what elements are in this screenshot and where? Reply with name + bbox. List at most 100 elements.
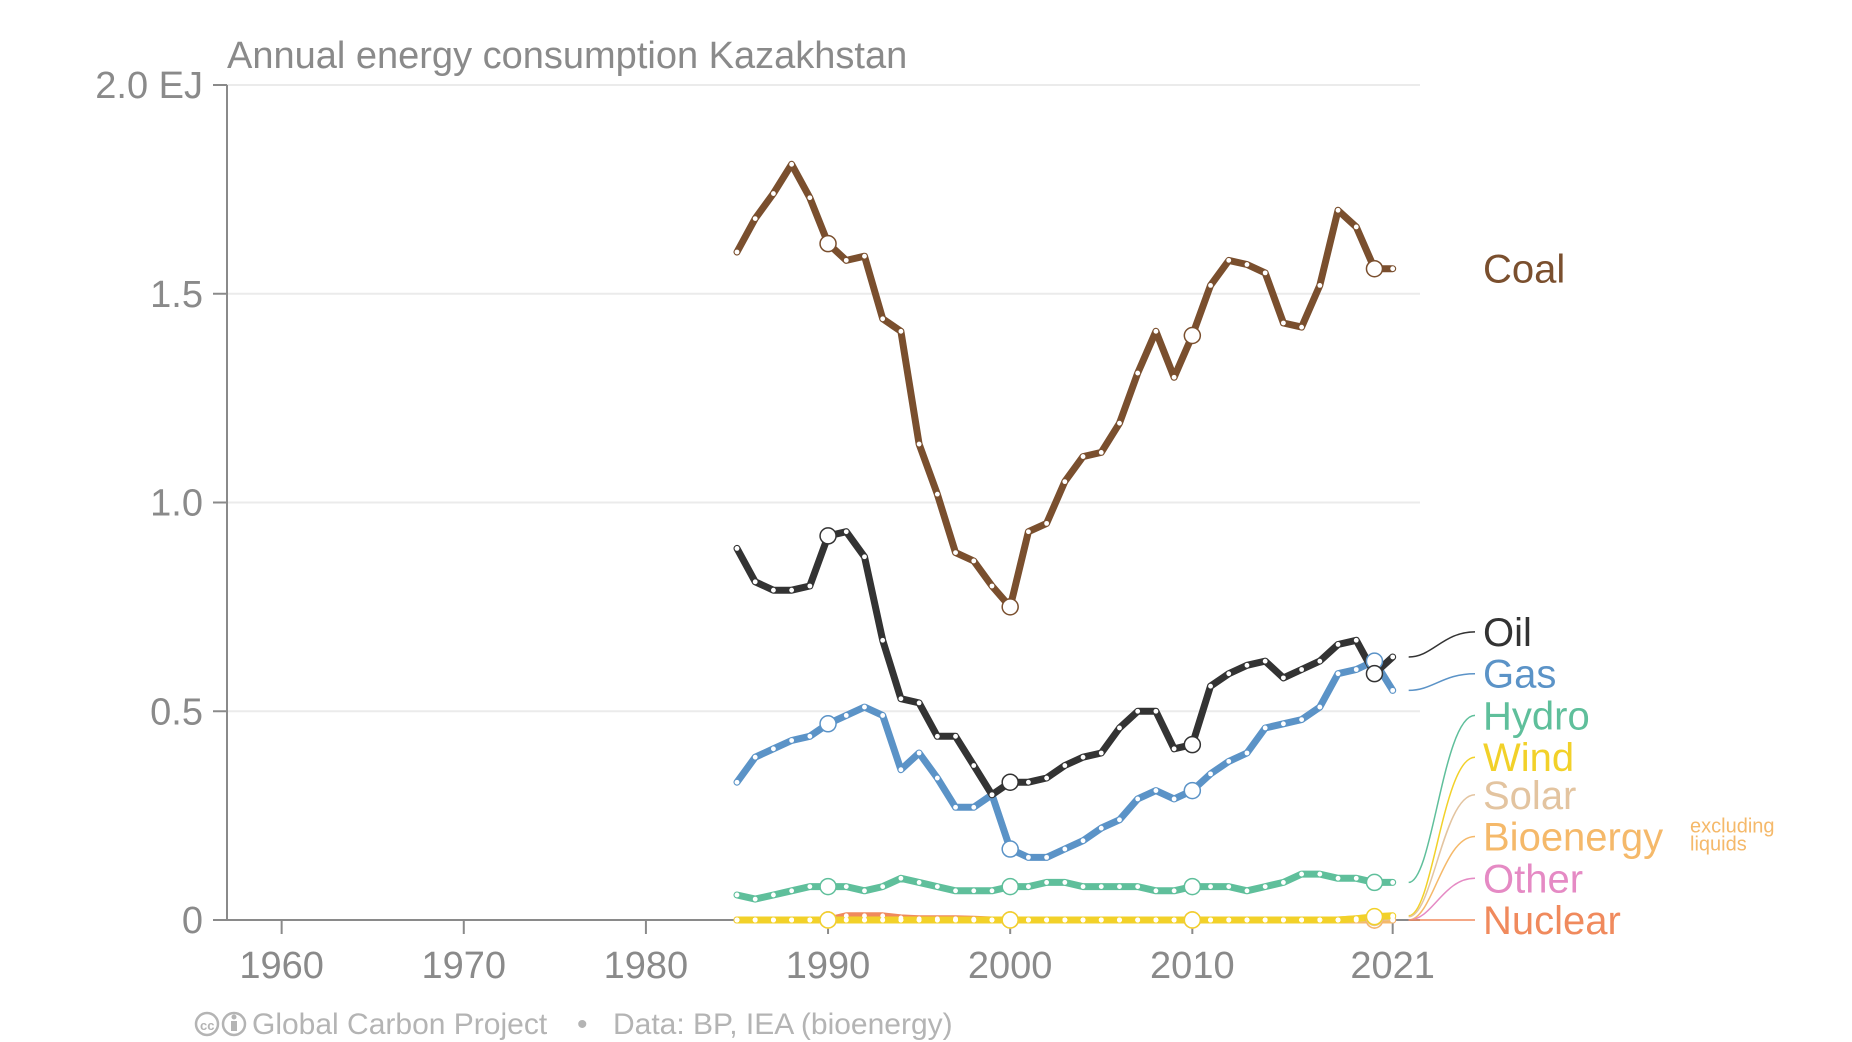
data-point-coal [1335, 207, 1341, 213]
data-point-oil [898, 696, 904, 702]
data-point-oil [1365, 664, 1384, 683]
data-point-gas [1226, 758, 1232, 764]
data-point-gas [1026, 854, 1031, 860]
data-point-oil [1117, 725, 1122, 731]
data-point-gas [1062, 846, 1068, 852]
data-point-hydro [1044, 880, 1050, 885]
data-point-coal [843, 257, 849, 263]
connector-oil [1408, 631, 1476, 658]
data-point-hydro [1335, 875, 1341, 881]
data-point-gas [1317, 704, 1323, 710]
data-point-oil [1299, 667, 1305, 672]
data-point-wind [752, 917, 758, 923]
series-label-gas: Gas [1483, 653, 1556, 697]
series-label-other: Other [1483, 857, 1583, 901]
series-label-wind: Wind [1483, 736, 1574, 780]
data-point-coal [1044, 520, 1050, 526]
data-point-hydro [916, 880, 922, 885]
series-label-hydro: Hydro [1483, 694, 1590, 738]
data-point-oil [1135, 708, 1141, 714]
data-point-hydro [1098, 884, 1104, 889]
data-point-gas [1208, 771, 1213, 777]
data-point-oil [1244, 662, 1250, 668]
data-point-hydro [1365, 873, 1384, 892]
data-point-oil [1183, 735, 1202, 754]
data-point-coal [880, 316, 886, 322]
data-point-hydro [1117, 884, 1122, 889]
data-point-gas [1135, 796, 1141, 802]
data-point-hydro [734, 892, 740, 898]
data-point-coal [1153, 328, 1159, 334]
data-point-wind [1299, 917, 1305, 923]
data-point-hydro [880, 884, 886, 889]
data-point-hydro [934, 884, 940, 889]
data-point-wind [1244, 917, 1250, 923]
data-point-gas [880, 713, 886, 718]
data-point-hydro [807, 884, 813, 889]
data-point-hydro [953, 888, 958, 894]
data-point-gas [789, 738, 795, 743]
data-point-gas [1244, 750, 1250, 756]
data-point-coal [1244, 262, 1250, 267]
footer: cc Global Carbon Project • Data: BP, IEA… [194, 1008, 953, 1041]
data-point-gas [1171, 796, 1177, 802]
data-point-coal [1062, 479, 1068, 485]
data-point-nuclear [880, 913, 886, 919]
data-point-coal [789, 161, 795, 167]
data-point-oil [1226, 671, 1232, 677]
data-point-hydro [789, 888, 795, 894]
data-point-coal [862, 253, 867, 259]
data-point-oil [819, 527, 837, 545]
data-point-hydro [1026, 884, 1031, 889]
data-point-gas [1390, 687, 1396, 693]
data-point-oil [989, 792, 995, 798]
data-point-coal [1026, 529, 1031, 535]
x-tick-label: 1980 [604, 945, 689, 987]
data-point-coal [1262, 270, 1268, 276]
x-tick-label: 1960 [239, 945, 324, 987]
series-line-oil [733, 528, 1397, 799]
data-point-oil [1098, 750, 1104, 756]
data-point-oil [1390, 654, 1396, 660]
series-lines [733, 160, 1397, 929]
data-point-wind [1335, 917, 1341, 923]
data-point-coal [953, 550, 958, 555]
data-point-oil [1080, 754, 1086, 760]
data-point-coal [1280, 320, 1286, 326]
data-point-oil [734, 546, 740, 551]
data-point-wind [843, 917, 849, 923]
data-point-gas [1080, 838, 1086, 844]
data-point-oil [971, 763, 977, 768]
data-point-oil [1280, 675, 1286, 681]
data-point-coal [1001, 598, 1019, 616]
data-point-coal [1135, 370, 1141, 376]
data-point-coal [971, 558, 977, 564]
data-point-coal [1299, 324, 1305, 330]
data-point-hydro [1244, 888, 1250, 894]
data-point-oil [1153, 708, 1159, 714]
connector-hydro [1408, 714, 1476, 884]
data-point-wind [1062, 917, 1068, 923]
data-source-text: Data: BP, IEA (bioenergy) [613, 1008, 953, 1041]
data-point-wind [1098, 917, 1104, 923]
data-point-coal [898, 328, 904, 334]
data-point-gas [771, 746, 776, 752]
data-point-coal [989, 583, 995, 589]
x-axis: 1960 1970 1980 1990 2000 2010 2021 [227, 919, 1435, 987]
data-point-coal [1365, 259, 1384, 278]
data-point-coal [916, 441, 922, 447]
data-point-oil [934, 733, 940, 739]
data-point-hydro [1183, 877, 1202, 896]
footer-separator: • [577, 1008, 588, 1041]
series-label-coal: Coal [1483, 248, 1565, 292]
y-axis: 0 0.5 1.0 1.5 2.0 EJ [95, 65, 228, 942]
data-point-gas [1353, 667, 1359, 672]
data-point-oil [953, 733, 958, 739]
x-tick-label: 1990 [786, 945, 871, 987]
data-point-oil [1353, 637, 1359, 643]
data-point-oil [1262, 658, 1268, 664]
x-tick-label: 2010 [1150, 945, 1235, 987]
data-point-wind [1183, 911, 1202, 929]
data-point-wind [1171, 917, 1177, 923]
data-point-wind [971, 917, 977, 923]
